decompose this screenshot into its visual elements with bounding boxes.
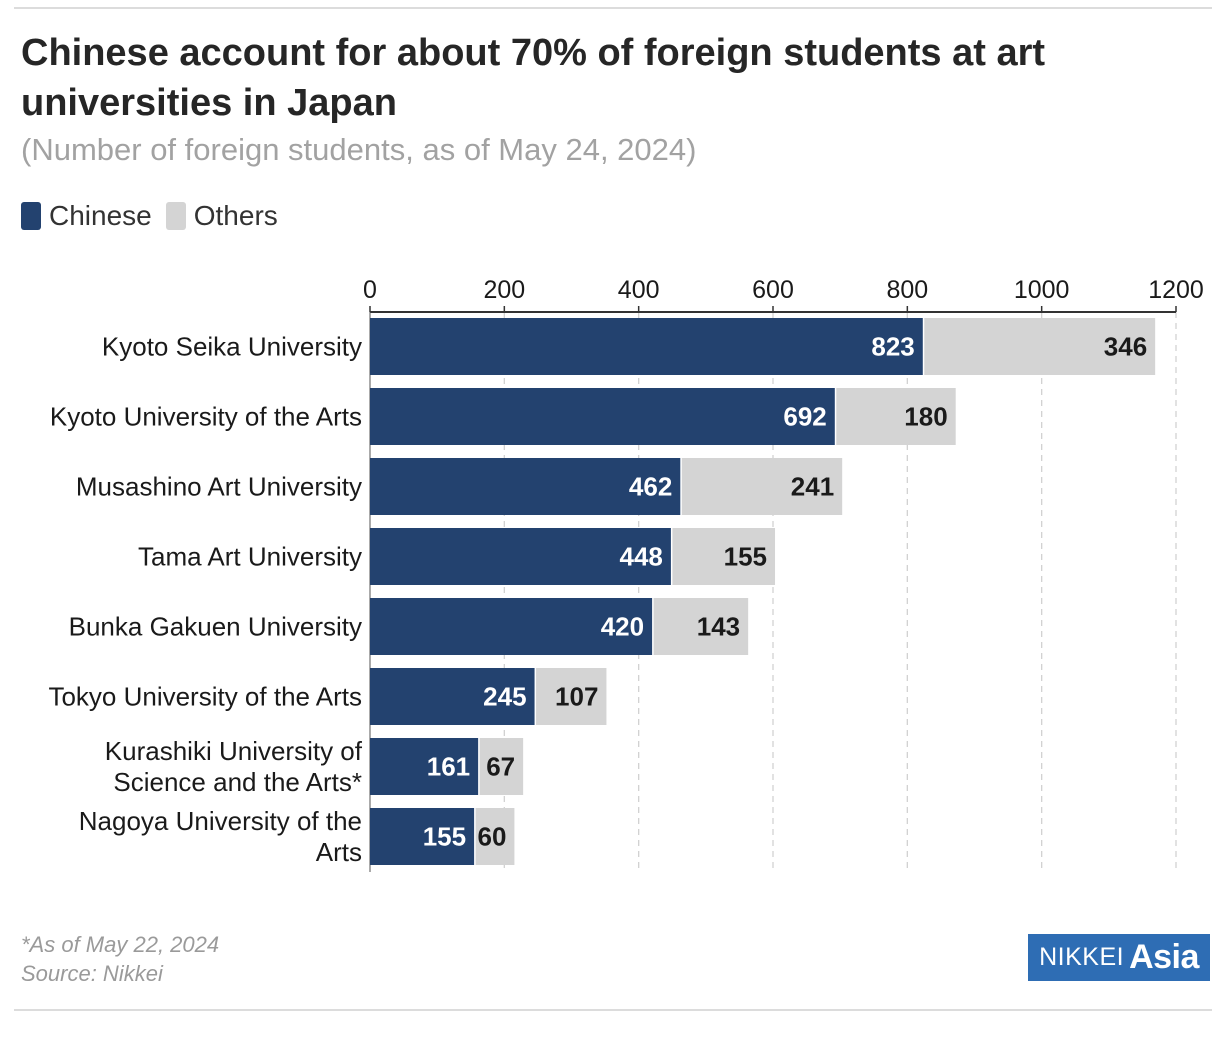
category-label-line: Science and the Arts* [113,767,362,797]
bar-chinese [370,598,653,655]
bar-chinese [370,528,671,585]
category-label: Tokyo University of the Arts [48,682,362,712]
bar-chinese [370,738,479,795]
category-label: Kyoto University of the Arts [50,402,362,432]
chart-title: Chinese account for about 70% of foreign… [21,32,1046,124]
legend-label-others: Others [193,200,278,231]
category-label-line: Kurashiki University of [105,736,363,766]
bar-others [836,388,956,445]
legend-item-chinese: Chinese [21,200,152,232]
x-tick-label: 1200 [1148,276,1204,304]
footnotes: *As of May 22, 2024 Source: Nikkei [21,930,219,988]
bar-chinese [370,388,835,445]
footnote: *As of May 22, 2024 [21,932,220,957]
category-label-line: Kyoto Seika University [102,332,362,362]
legend-swatch-chinese [21,202,41,230]
bar-chart: 0 200 400 600 800 1000 1200 823 346 Kyoto Seika U… [48,276,1204,872]
legend-label-chinese: Chinese [49,200,152,231]
bar-others [475,808,515,865]
data-label-others: 180 [904,402,947,432]
bar-others [672,528,776,585]
category-label-line: Kyoto University of the Arts [50,402,362,432]
legend-item-others: Others [165,200,278,232]
category-label: Kyoto Seika University [102,332,362,362]
category-label-line: Musashino Art University [76,472,362,502]
bar-chinese [370,318,923,375]
logo-text-asia: Asia [1129,938,1199,976]
category-label-line: Bunka Gakuen University [69,612,362,642]
data-label-chinese: 161 [427,752,470,782]
data-label-others: 60 [477,822,506,852]
x-tick-label: 600 [752,276,794,304]
bar-chinese [370,668,535,725]
category-label: Tama Art University [138,542,362,572]
bar-others [536,668,607,725]
data-label-others: 143 [697,612,740,642]
data-label-chinese: 462 [629,472,672,502]
data-label-others: 67 [486,752,515,782]
category-label-line: Tama Art University [138,542,362,572]
top-divider [14,7,1212,9]
data-label-chinese: 420 [601,612,644,642]
data-label-chinese: 823 [871,332,914,362]
data-label-others: 107 [555,682,598,712]
legend: Chinese Others [21,200,292,232]
x-tick-label: 800 [886,276,928,304]
x-tick-label: 1000 [1014,276,1070,304]
bottom-divider [14,1009,1212,1011]
data-label-chinese: 245 [483,682,526,712]
category-label: Musashino Art University [76,472,362,502]
x-tick-label: 400 [618,276,660,304]
bar-others [924,318,1156,375]
bar-chinese [370,808,475,865]
data-label-chinese: 448 [620,542,663,572]
data-label-others: 346 [1104,332,1147,362]
legend-swatch-others [165,202,186,230]
category-label: Kurashiki University of Science and the A… [105,736,363,797]
data-label-others: 155 [724,542,767,572]
source-note: Source: Nikkei [21,961,163,986]
nikkei-asia-logo: NIKKEI Asia [1028,934,1210,981]
category-label-line: Nagoya University of the [79,806,362,836]
bar-others [653,598,749,655]
logo-text-nikkei: NIKKEI [1039,943,1125,971]
bar-chinese [370,458,681,515]
chart-subtitle: (Number of foreign students, as of May 2… [21,132,697,167]
category-label-line: Tokyo University of the Arts [48,682,362,712]
category-label-line: Arts [316,837,362,867]
category-label: Bunka Gakuen University [69,612,362,642]
bar-others [479,738,524,795]
x-tick-label: 0 [363,276,377,304]
bar-others [681,458,843,515]
x-tick-label: 200 [483,276,525,304]
data-label-others: 241 [791,472,834,502]
data-label-chinese: 155 [423,822,466,852]
category-label: Nagoya University of the Arts [79,806,362,867]
data-label-chinese: 692 [783,402,826,432]
